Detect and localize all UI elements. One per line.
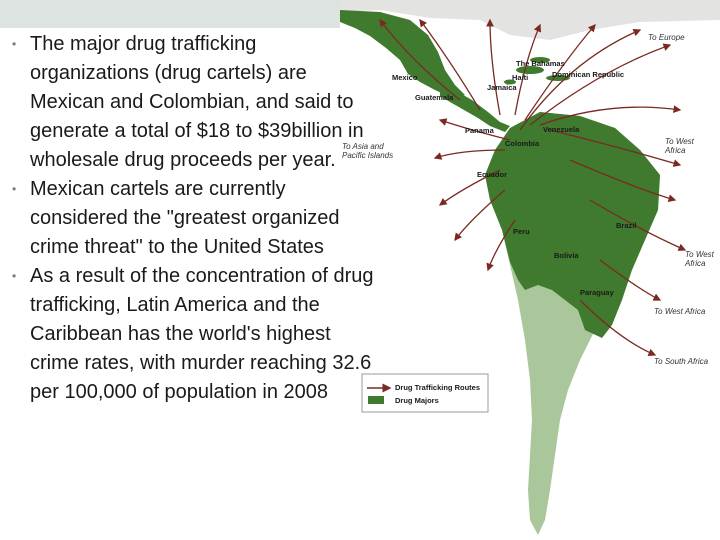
label-to-europe: To Europe	[648, 33, 685, 42]
bullet-text-1: The major drug trafficking organizations…	[30, 33, 364, 171]
route-arrow	[569, 159, 677, 202]
legend-routes-label: Drug Trafficking Routes	[395, 383, 480, 392]
legend-majors-label: Drug Majors	[395, 396, 439, 405]
label-haiti: Haiti	[512, 73, 528, 82]
route-arrow	[454, 189, 506, 242]
label-peru: Peru	[513, 227, 530, 236]
route-arrow	[379, 18, 461, 101]
route-arrow	[486, 219, 516, 272]
route-arrow	[419, 18, 481, 111]
trafficking-routes	[379, 18, 687, 357]
label-panama: Panama	[465, 126, 495, 135]
label-colombia: Colombia	[505, 139, 540, 148]
route-arrow	[519, 28, 642, 131]
label-brazil: Brazil	[616, 221, 636, 230]
trafficking-map: Mexico Guatemala Panama The Bahamas Hait…	[340, 0, 720, 540]
route-arrow	[599, 259, 662, 301]
label-to-asia-1: To Asia and	[342, 142, 384, 151]
bullet-icon: •	[12, 182, 17, 196]
caribbean-island	[504, 79, 516, 85]
bullet-item-2: • Mexican cartels are currently considere…	[12, 175, 374, 262]
label-to-south-africa: To South Africa	[654, 357, 709, 366]
caribbean-island	[516, 66, 544, 74]
label-jamaica: Jamaica	[487, 83, 517, 92]
label-bahamas: The Bahamas	[516, 59, 565, 68]
route-arrow	[433, 149, 506, 160]
central-america-region	[440, 88, 510, 132]
route-arrow	[486, 18, 501, 116]
route-arrow	[524, 24, 596, 121]
label-mexico: Mexico	[392, 73, 418, 82]
map-legend: Drug Trafficking Routes Drug Majors	[361, 373, 489, 413]
bullet-list: • The major drug trafficking organization…	[12, 30, 374, 407]
label-to-west-africa-2b: Africa	[684, 259, 706, 268]
route-arrow	[579, 299, 657, 357]
bullet-text-2: Mexican cartels are currently considered…	[30, 178, 340, 258]
map-svg: Mexico Guatemala Panama The Bahamas Hait…	[340, 0, 720, 540]
label-to-west-africa-1a: To West	[665, 137, 695, 146]
bullet-icon: •	[12, 37, 17, 51]
label-to-west-africa-2a: To West	[685, 250, 715, 259]
united-states-landmass	[340, 0, 720, 40]
label-ecuador: Ecuador	[477, 170, 507, 179]
atlantic-land	[640, 0, 720, 18]
south-america-drug-majors	[485, 112, 660, 338]
route-arrow	[549, 129, 682, 167]
mexico-region	[340, 10, 465, 98]
route-arrow	[438, 118, 511, 141]
label-venezuela: Venezuela	[543, 125, 580, 134]
route-arrow	[529, 43, 672, 126]
label-to-west-africa-3: To West Africa	[654, 307, 706, 316]
label-dominican-republic: Dominican Republic	[552, 70, 624, 79]
bullet-item-3: • As a result of the concentration of dru…	[12, 262, 374, 407]
title-strip	[0, 0, 345, 28]
caribbean-island	[530, 57, 550, 63]
legend-box	[361, 373, 489, 413]
label-to-asia-2: Pacific Islands	[342, 151, 393, 160]
legend-majors-swatch	[368, 396, 384, 404]
label-bolivia: Bolivia	[554, 251, 579, 260]
route-arrow	[589, 199, 687, 251]
route-arrow	[539, 105, 682, 126]
bullet-item-1: • The major drug trafficking organization…	[12, 30, 374, 175]
route-arrow	[514, 23, 542, 116]
bullet-text-3: As a result of the concentration of drug…	[30, 265, 374, 403]
label-guatemala: Guatemala	[415, 93, 454, 102]
route-arrow	[438, 169, 501, 206]
bullet-icon: •	[12, 269, 17, 283]
label-paraguay: Paraguay	[580, 288, 615, 297]
label-to-west-africa-1b: Africa	[664, 146, 686, 155]
